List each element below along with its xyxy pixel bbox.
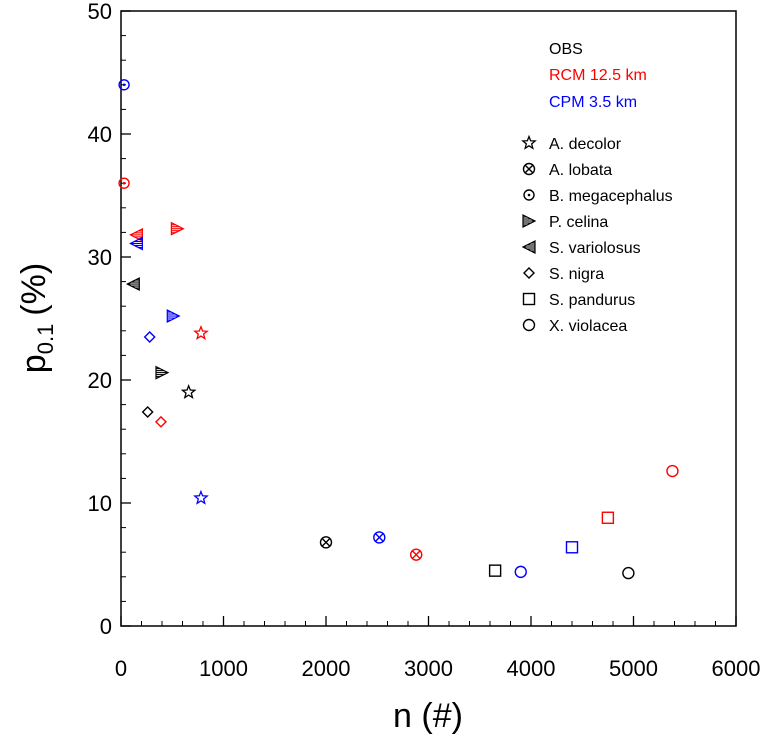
legend-s-nigra: S. nigra <box>549 266 604 283</box>
legend-marker-circle-dot <box>523 189 535 201</box>
point-p-celina-cpm <box>166 309 181 324</box>
point-s-pandurus-rcm <box>601 511 615 524</box>
y-tick-label: 10 <box>88 491 112 516</box>
point-x-violacea-cpm <box>514 565 527 579</box>
point-b-megacephalus-cpm <box>118 79 130 91</box>
y-tick-label: 30 <box>88 245 112 270</box>
legend-cpm: CPM 3.5 km <box>549 94 637 111</box>
x-tick-label: 4000 <box>507 656 556 681</box>
point-s-nigra-cpm <box>143 330 156 343</box>
y-axis-label-subscript: 0.1 <box>33 324 58 355</box>
point-a-lobata-obs <box>319 536 333 549</box>
y-tick-label: 50 <box>88 0 112 24</box>
x-axis-label: n (#) <box>393 697 463 735</box>
legend-marker-diamond <box>523 267 535 279</box>
y-tick-label: 40 <box>88 122 112 147</box>
point-x-violacea-rcm <box>666 464 679 478</box>
legend-a-decolor: A. decolor <box>549 136 622 153</box>
point-s-pandurus-cpm <box>565 541 579 554</box>
legend-marker-square <box>522 292 536 306</box>
point-b-megacephalus-rcm <box>118 177 130 189</box>
legend-x-violacea: X. violacea <box>549 318 627 335</box>
legend-rcm: RCM 12.5 km <box>549 67 647 84</box>
point-a-lobata-rcm <box>410 548 423 561</box>
point-s-nigra-rcm <box>154 415 167 428</box>
x-tick-label: 3000 <box>404 656 453 681</box>
legend-p-celina: P. celina <box>549 214 608 231</box>
point-a-decolor-obs <box>180 384 197 400</box>
point-p-celina-obs <box>155 365 170 380</box>
legend-marker-tri-right <box>522 214 537 228</box>
x-tick-label: 1000 <box>199 656 248 681</box>
legend-marker-circle <box>522 318 536 332</box>
y-axis-label: p0.1 (%) <box>15 263 58 373</box>
x-tick-label: 6000 <box>712 656 761 681</box>
legend-b-megacephalus: B. megacephalus <box>549 188 673 205</box>
point-x-violacea-obs <box>622 566 635 580</box>
data-points <box>118 79 679 580</box>
x-tick-label: 5000 <box>609 656 658 681</box>
point-s-nigra-obs <box>141 405 154 418</box>
point-a-lobata-cpm <box>373 531 386 544</box>
legend-species: A. decolor A. lobata B. megacephalus P. … <box>521 134 673 335</box>
axis-ticks: 0 1000 2000 3000 4000 5000 6000 0 10 20 30 40 50 <box>88 0 761 681</box>
y-axis-label-main: p <box>15 354 53 373</box>
point-s-variolosus-rcm <box>129 227 143 242</box>
y-tick-label: 20 <box>88 368 112 393</box>
y-axis-label-unit: (%) <box>15 263 53 316</box>
legend-marker-star <box>521 134 537 150</box>
legend-s-pandurus: S. pandurus <box>549 292 635 309</box>
legend-s-variolosus: S. variolosus <box>549 240 641 257</box>
legend-obs: OBS <box>549 41 583 58</box>
point-s-pandurus-obs <box>488 564 502 577</box>
point-s-variolosus-obs <box>125 277 140 292</box>
x-tick-label: 0 <box>115 656 127 681</box>
legend-a-lobata: A. lobata <box>549 162 612 179</box>
legend-marker-circle-x <box>522 162 536 176</box>
legend-marker-tri-left <box>521 240 536 254</box>
legend-sources: OBS RCM 12.5 km CPM 3.5 km <box>549 41 647 111</box>
x-tick-label: 2000 <box>302 656 351 681</box>
point-p-celina-rcm <box>170 221 185 236</box>
point-s-variolosus-cpm <box>129 236 143 251</box>
y-tick-label: 0 <box>100 614 112 639</box>
point-a-decolor-rcm <box>193 324 209 340</box>
plot-frame <box>120 10 737 627</box>
point-a-decolor-cpm <box>193 489 209 505</box>
